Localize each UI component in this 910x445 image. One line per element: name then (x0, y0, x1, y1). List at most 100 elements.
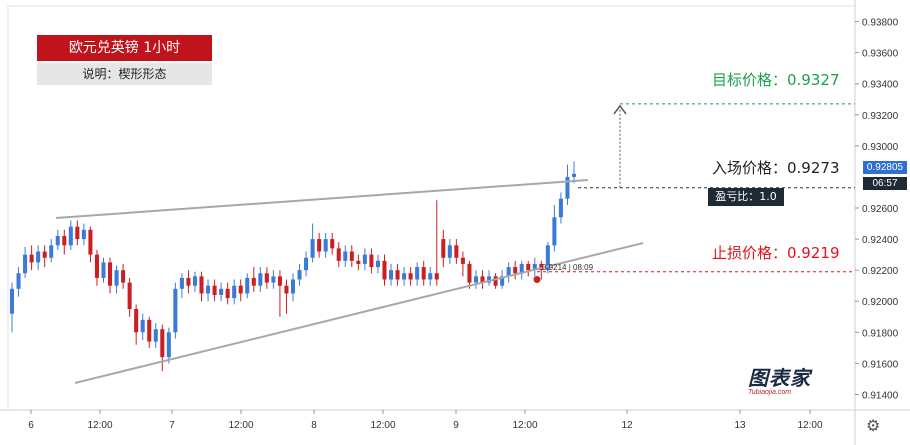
time-tick-label: 6 (28, 420, 34, 431)
candle-body (134, 309, 139, 333)
candle-body (480, 276, 485, 283)
candle-body (206, 285, 211, 294)
profit-loss-ratio-badge: 盈亏比：1.0 (708, 188, 784, 206)
candle-body (186, 277, 191, 286)
candle-body (107, 262, 113, 286)
candle-body (238, 285, 243, 294)
chart-subtitle: 说明：楔形形态 (37, 63, 212, 85)
candle-body (356, 260, 361, 264)
candle-body (153, 329, 158, 342)
time-tick-label: 12:00 (228, 420, 253, 431)
candle-body (88, 229, 93, 255)
candle-body (55, 235, 60, 246)
candle-body (258, 273, 263, 286)
candle-body (297, 270, 302, 280)
candle-body (375, 260, 380, 268)
candle-body (16, 273, 21, 289)
candle-body (304, 257, 309, 271)
price-tick-label: 0.91800 (862, 328, 899, 339)
price-tick-label: 0.92600 (862, 204, 899, 215)
candle-body (284, 285, 289, 294)
time-tick-label: 8 (311, 420, 317, 431)
stop-marker-dot (533, 275, 541, 283)
logo-name: 图表家 (748, 366, 811, 390)
wedge-line-lower (74, 242, 644, 384)
arrow-up-icon (613, 104, 627, 115)
stop-marker-label: 0.9214 | 08:09 (542, 263, 594, 272)
wedge-line-upper (55, 179, 589, 219)
time-tick-label: 12:00 (87, 420, 112, 431)
time-tick-label: 12:00 (512, 420, 537, 431)
candle-body (310, 239, 315, 258)
candle-body (101, 262, 106, 278)
candle-body (166, 332, 171, 358)
candle-body (447, 245, 452, 258)
price-tick-label: 0.92400 (862, 235, 899, 246)
price-tick-label: 0.92000 (862, 297, 899, 308)
candle-body (245, 277, 250, 294)
candle-body (23, 254, 28, 274)
target-price-label: 目标价格：0.9327 (712, 71, 840, 89)
candle-body (94, 254, 99, 278)
candle-body (460, 257, 465, 264)
candle-body (408, 273, 413, 280)
current-price-tag: 0.92805 (863, 161, 907, 174)
candle-body (532, 263, 537, 271)
candle-body (264, 273, 269, 283)
candle-body (290, 279, 296, 294)
candle-body (493, 276, 498, 286)
price-tick-label: 0.93200 (862, 111, 899, 122)
candle-body (173, 288, 178, 333)
time-tick-label: 12 (621, 420, 633, 431)
gear-icon[interactable]: ⚙ (866, 418, 881, 435)
candle-body (127, 282, 132, 309)
candle-body (330, 239, 335, 249)
brand-logo: 图表家 Tubiaojia.com (748, 362, 838, 402)
candle-body (317, 239, 322, 252)
candle-body (428, 273, 433, 280)
candle-body (68, 226, 73, 246)
logo-subtext: Tubiaojia.com (748, 389, 792, 396)
price-tick-label: 0.93400 (862, 80, 899, 91)
price-tick-label: 0.93000 (862, 142, 899, 153)
candle-body (565, 176, 570, 199)
candle-body (323, 239, 328, 252)
candle-body (382, 260, 387, 280)
candle-body (467, 263, 472, 283)
candle-body (421, 267, 426, 280)
price-tick-label: 0.93800 (862, 18, 899, 29)
time-tick-label: 12:00 (370, 420, 395, 431)
candle-body (192, 276, 198, 286)
candle-body (415, 267, 420, 280)
candle-body (225, 288, 230, 299)
candle-body (343, 251, 348, 261)
candle-body (232, 285, 237, 299)
candle-body (42, 251, 47, 258)
chart-title: 欧元兑英镑 1小时 (37, 35, 212, 61)
candle-body (487, 276, 492, 283)
candle-body (140, 319, 145, 333)
price-tick-label: 0.92200 (862, 266, 899, 277)
candle-body (362, 254, 367, 264)
candle-body (121, 270, 126, 283)
countdown-tag: 06:57 (863, 177, 907, 190)
candle-body (251, 277, 256, 286)
candle-body (277, 276, 282, 286)
candle-body (473, 276, 479, 283)
candle-body (500, 276, 505, 286)
candle-body (513, 267, 518, 274)
candle-body (441, 239, 446, 258)
candle-body (271, 276, 276, 283)
price-tick-label: 0.91400 (862, 390, 899, 401)
candle-body (558, 198, 563, 218)
time-tick-label: 9 (453, 420, 459, 431)
candle-body (369, 254, 374, 268)
time-tick-label: 7 (169, 420, 175, 431)
candle-body (552, 217, 557, 246)
candle-body (179, 277, 184, 289)
candle-body (434, 273, 439, 280)
candle-body (402, 273, 407, 280)
candle-body (160, 329, 165, 358)
candle-body (454, 245, 459, 258)
